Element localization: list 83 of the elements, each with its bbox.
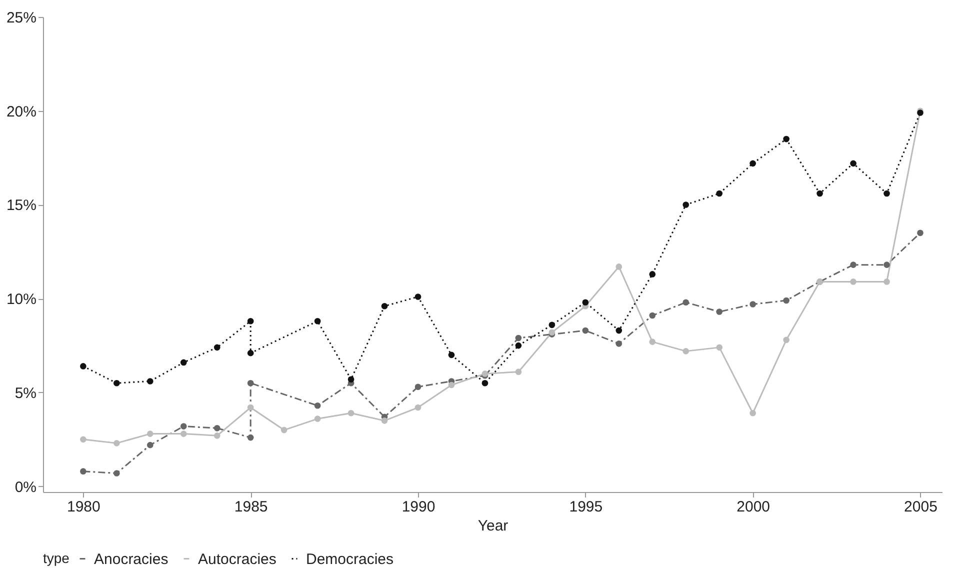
point [180,359,187,366]
y-tick-label: 20% [6,103,36,120]
point [750,301,756,308]
point [917,230,924,236]
point [80,363,86,370]
point [616,340,622,347]
point [247,350,254,356]
point [783,297,790,304]
point [114,440,120,446]
point [214,344,220,351]
x-tick-label: 1995 [569,498,603,516]
point [682,202,690,208]
point [348,410,354,416]
point [247,404,254,411]
point [783,136,790,142]
point [314,318,321,324]
x-tick-label: 1990 [402,498,436,516]
point [482,380,488,386]
point [783,336,790,344]
point [280,426,288,434]
point [381,418,388,424]
point [816,190,823,197]
point [716,308,723,315]
y-tick-label: 5% [14,384,36,402]
point [649,312,656,319]
point [146,442,154,448]
point [582,299,589,306]
y-tick-label: 0% [14,478,36,496]
point [515,334,522,342]
point [414,384,422,390]
point [314,402,321,409]
legend-label: Democracies [306,550,394,568]
point [884,190,890,197]
point [515,342,522,349]
point [750,410,756,416]
point [314,416,321,422]
point [850,160,856,167]
x-axis-title: Year [478,518,508,534]
point [114,470,120,476]
point [414,404,422,411]
point [146,378,154,384]
point [649,338,656,345]
point [582,327,589,334]
point [180,423,187,430]
point [180,430,187,437]
point [850,262,856,268]
point [548,322,556,328]
point [146,430,154,437]
point [616,264,622,270]
point [114,380,120,386]
point [80,468,86,475]
point [616,327,622,334]
x-tick-label: 2005 [904,498,938,516]
point [682,299,690,306]
point [80,436,86,443]
point [750,160,756,167]
point [381,302,388,310]
legend-label: Autocracies [198,550,276,568]
point [414,294,422,300]
point [515,368,522,375]
point [682,348,690,354]
point [214,425,220,432]
point [448,382,455,388]
point [884,262,890,268]
point [716,190,723,197]
point [247,318,254,324]
point [448,352,455,358]
y-tick-label: 25% [6,10,36,26]
point [884,278,890,285]
x-tick-label: 1980 [66,498,100,516]
x-tick-label: 1985 [234,498,268,516]
point [850,278,856,285]
point [348,376,354,383]
point [214,432,220,439]
legend-label: Anocracies [94,550,168,568]
point [247,434,254,441]
y-tick-label: 10% [6,291,36,308]
x-tick-label: 2000 [736,498,770,516]
point [716,344,723,351]
point [649,271,656,278]
point [247,380,254,386]
y-tick-label: 15% [6,197,36,214]
legend-title: type [43,550,70,566]
